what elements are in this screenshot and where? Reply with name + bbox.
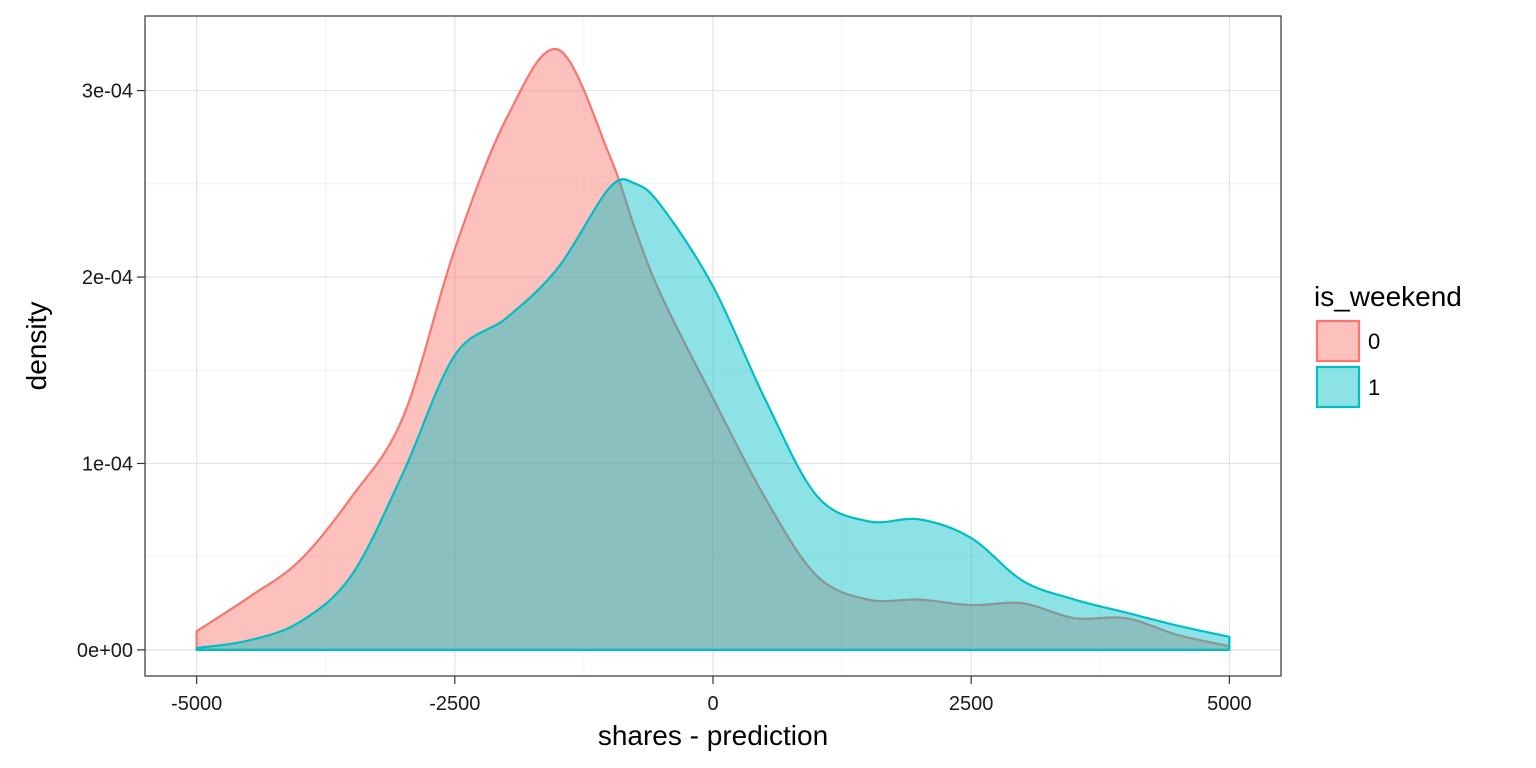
legend-key-bg-0 xyxy=(1316,320,1360,362)
y-axis-title: density xyxy=(21,302,52,391)
legend: is_weekend 01 xyxy=(1314,281,1462,409)
legend-key-bg-1 xyxy=(1316,366,1360,408)
x-tick-label: -2500 xyxy=(429,693,480,715)
density-area-series-0 xyxy=(195,47,1231,651)
legend-items: 01 xyxy=(1315,319,1380,409)
x-tick-label: -5000 xyxy=(171,693,222,715)
legend-title: is_weekend xyxy=(1314,281,1462,312)
legend-label-1: 1 xyxy=(1368,375,1380,400)
x-tick-label: 2500 xyxy=(949,693,994,715)
legend-swatch-0 xyxy=(1315,319,1361,363)
axis-layer: -5000 -2500 0 2500 5000 0e+00 1e-04 2e-04 3e-04 xyxy=(77,81,1252,715)
y-tick-label: 1e-04 xyxy=(82,453,133,475)
y-tick-label: 3e-04 xyxy=(82,81,133,103)
density-area-series-1 xyxy=(195,178,1231,651)
x-tick-label: 0 xyxy=(707,693,718,715)
legend-swatch-1 xyxy=(1315,365,1361,409)
y-tick-label: 0e+00 xyxy=(77,640,133,662)
x-tick-label: 5000 xyxy=(1207,693,1252,715)
legend-label-0: 0 xyxy=(1368,329,1380,354)
area-layer xyxy=(195,47,1231,651)
x-axis-title: shares - prediction xyxy=(598,720,828,751)
y-tick-label: 2e-04 xyxy=(82,267,133,289)
